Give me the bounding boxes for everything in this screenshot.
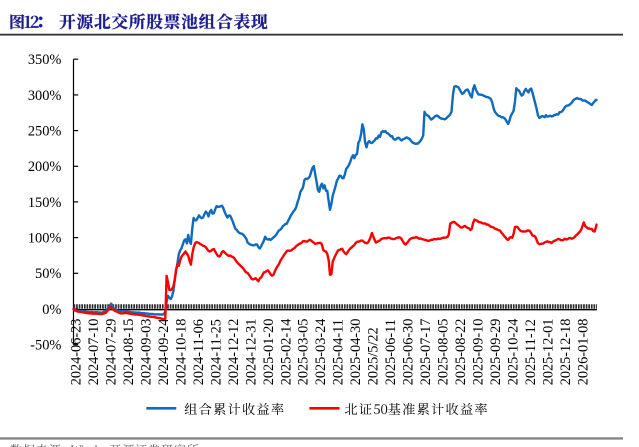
- svg-text:2025-12-18: 2025-12-18: [558, 319, 574, 386]
- svg-text:2024-07-10: 2024-07-10: [86, 319, 102, 386]
- svg-text:150%: 150%: [28, 195, 62, 211]
- svg-text:-50%: -50%: [30, 338, 61, 354]
- svg-text:2025-06-11: 2025-06-11: [383, 319, 399, 385]
- svg-text:2024-12-31: 2024-12-31: [243, 319, 259, 386]
- svg-text:2025-04-11: 2025-04-11: [331, 319, 347, 385]
- svg-text:2025-12-01: 2025-12-01: [541, 319, 557, 386]
- svg-text:2025-08-05: 2025-08-05: [436, 319, 452, 386]
- svg-text:2025-01-20: 2025-01-20: [261, 319, 277, 386]
- svg-text:2026-01-08: 2026-01-08: [575, 319, 591, 386]
- svg-text:2024-10-18: 2024-10-18: [173, 319, 189, 386]
- svg-text:200%: 200%: [28, 159, 62, 175]
- svg-text:2024-06-23: 2024-06-23: [69, 319, 85, 386]
- svg-text:2024-09-03: 2024-09-03: [138, 319, 154, 386]
- svg-text:2025-09-10: 2025-09-10: [471, 319, 487, 386]
- svg-text:250%: 250%: [28, 124, 62, 140]
- svg-text:2025-04-30: 2025-04-30: [348, 319, 364, 386]
- svg-text:100%: 100%: [28, 231, 62, 247]
- svg-text:2025/5/22: 2025/5/22: [366, 327, 382, 385]
- svg-text:2024-11-06: 2024-11-06: [191, 319, 207, 385]
- svg-text:2025-06-30: 2025-06-30: [401, 319, 417, 386]
- svg-text:2025-11-12: 2025-11-12: [523, 319, 539, 385]
- svg-text:300%: 300%: [28, 88, 62, 104]
- svg-text:2024-11-25: 2024-11-25: [208, 319, 224, 385]
- svg-text:2024-07-29: 2024-07-29: [104, 319, 120, 386]
- svg-text:2024-12-12: 2024-12-12: [226, 319, 242, 386]
- svg-text:2024-09-24: 2024-09-24: [156, 319, 172, 386]
- svg-text:2025-03-05: 2025-03-05: [296, 319, 312, 386]
- svg-text:2025-02-14: 2025-02-14: [278, 319, 294, 386]
- svg-text:50%: 50%: [35, 266, 61, 282]
- svg-text:2025-07-17: 2025-07-17: [418, 319, 434, 386]
- svg-text:2025-08-22: 2025-08-22: [453, 319, 469, 386]
- svg-text:2024-08-15: 2024-08-15: [121, 319, 137, 386]
- svg-text:Wind: Wind: [70, 442, 97, 447]
- svg-text:2025-03-24: 2025-03-24: [313, 319, 329, 386]
- svg-text:2025-09-29: 2025-09-29: [488, 319, 504, 386]
- svg-text:0%: 0%: [42, 302, 61, 318]
- svg-text:2025-10-24: 2025-10-24: [506, 319, 522, 386]
- svg-text:350%: 350%: [28, 52, 62, 68]
